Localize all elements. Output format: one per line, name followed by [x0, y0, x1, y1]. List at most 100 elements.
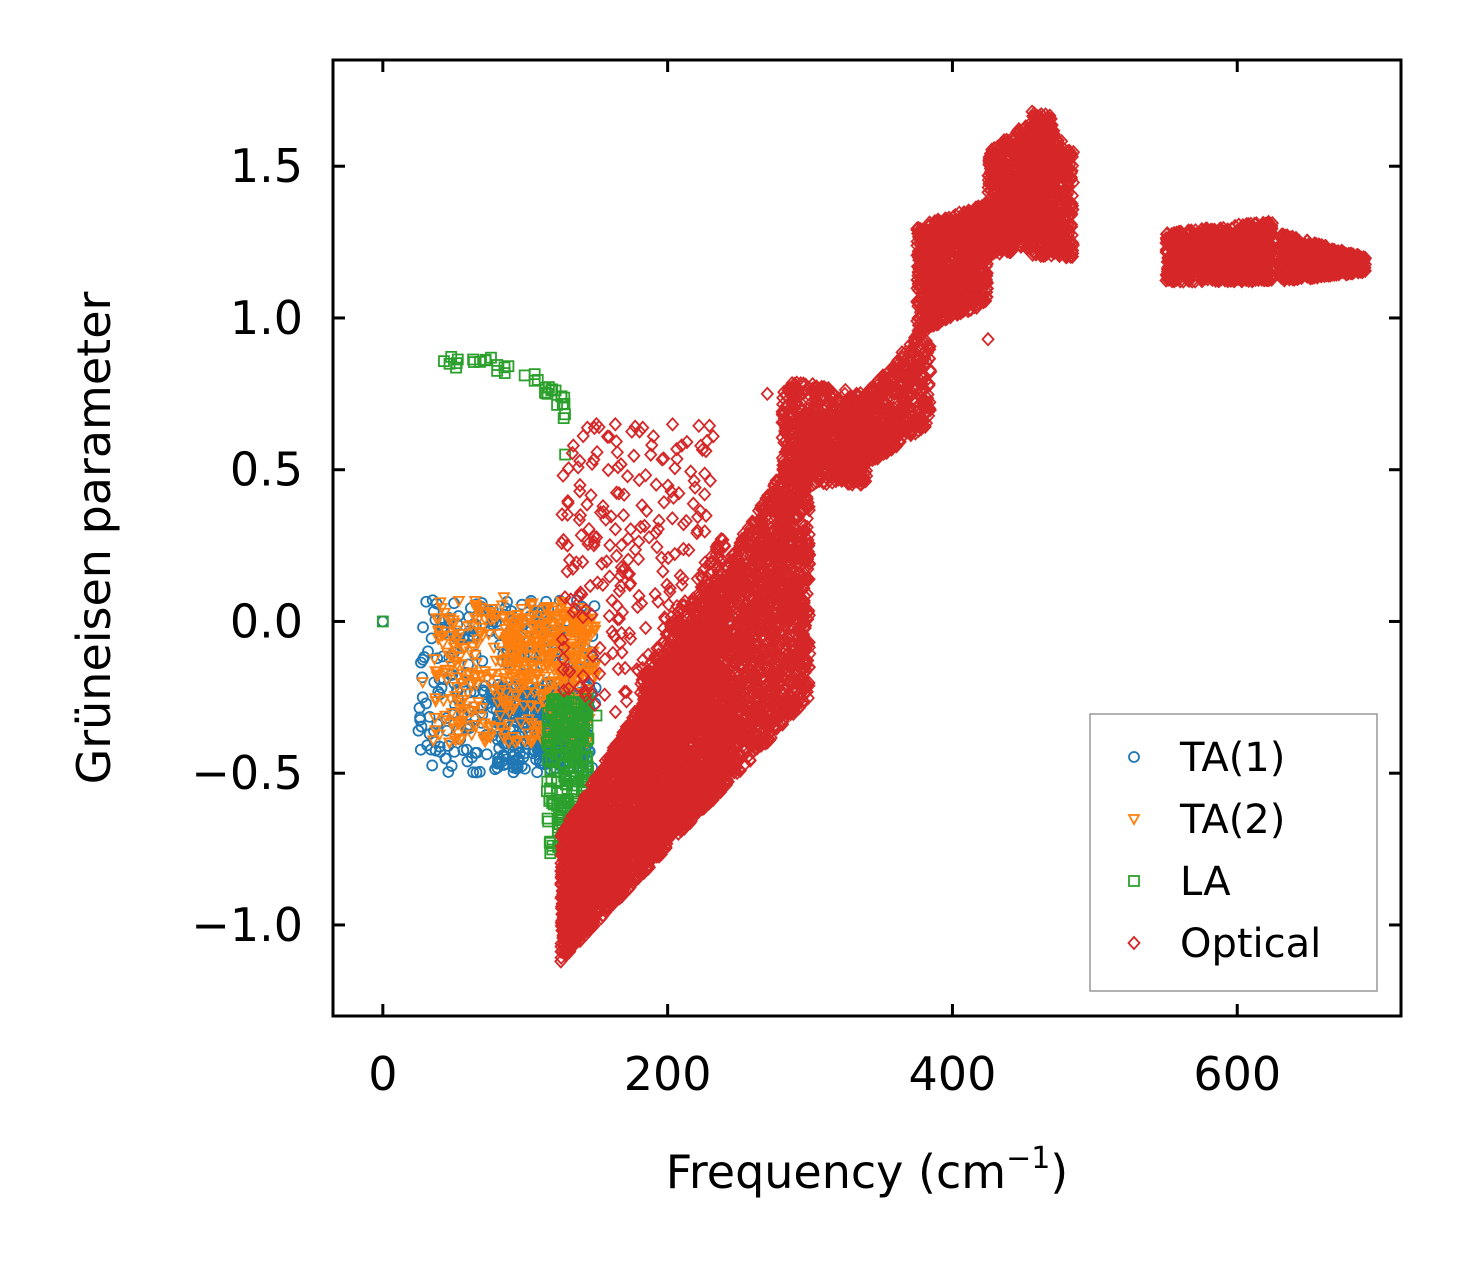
data-point-ta2 [493, 687, 507, 700]
data-point-la [550, 732, 563, 745]
data-point-ta2 [580, 630, 594, 642]
data-point-ta2 [524, 682, 539, 695]
data-point-ta1 [376, 615, 389, 628]
data-point-ta2 [436, 695, 451, 708]
data-point-ta2 [478, 613, 492, 626]
data-point-la [551, 697, 564, 709]
data-point-ta2 [522, 714, 536, 727]
data-point-ta2 [471, 638, 485, 651]
data-point-ta2 [475, 703, 489, 715]
data-point-ta2 [429, 696, 443, 708]
data-point-ta2 [487, 642, 501, 655]
data-point-ta2 [561, 625, 575, 638]
data-point-ta1 [413, 702, 426, 714]
data-point-ta2 [495, 600, 509, 613]
data-point-ta2 [461, 621, 475, 634]
data-point-ta2 [444, 630, 458, 643]
data-point-ta2 [453, 734, 467, 747]
data-point-la [528, 368, 541, 381]
data-point-ta1 [498, 750, 511, 763]
data-point-la [556, 800, 569, 813]
data-point-la [498, 361, 511, 374]
data-point-la [554, 794, 567, 806]
data-point-ta2 [427, 654, 442, 666]
data-point-ta2 [566, 620, 580, 632]
data-point-ta1 [533, 754, 546, 767]
data-point-ta2 [438, 626, 452, 639]
series-layer [376, 104, 1373, 969]
data-point-ta2 [468, 649, 482, 662]
data-point-ta1 [442, 766, 455, 778]
data-point-ta2 [428, 693, 442, 705]
data-point-ta2 [503, 676, 517, 689]
data-point-ta1 [412, 724, 425, 737]
data-point-ta2 [497, 646, 511, 659]
data-point-ta2 [469, 679, 483, 692]
data-point-ta2 [588, 669, 602, 682]
data-point-ta2 [455, 733, 469, 746]
data-point-la [558, 391, 571, 404]
data-point-ta2 [474, 711, 488, 724]
data-point-ta1 [461, 755, 474, 768]
data-point-ta2 [518, 671, 532, 684]
data-point-ta2 [511, 735, 525, 748]
data-point-la [557, 412, 570, 425]
data-point-ta2 [504, 663, 518, 676]
data-point-ta2 [523, 632, 537, 645]
data-point-ta2 [464, 620, 478, 632]
data-point-ta2 [447, 723, 461, 736]
data-point-ta2 [458, 642, 472, 655]
data-point-ta2 [503, 613, 517, 625]
data-point-ta2 [433, 597, 447, 610]
data-point-la [479, 353, 492, 366]
data-point-la [543, 381, 555, 394]
data-point-la [502, 360, 515, 373]
data-point-ta1 [427, 605, 440, 618]
data-point-ta2 [450, 682, 464, 694]
data-point-ta2 [547, 647, 561, 660]
data-point-la [541, 753, 554, 766]
data-point-ta2 [577, 649, 591, 661]
data-point-ta2 [506, 732, 520, 744]
data-point-ta2 [482, 722, 496, 734]
data-point-ta2 [564, 627, 578, 639]
data-point-ta2 [473, 627, 487, 640]
data-point-ta2 [449, 635, 463, 648]
data-point-ta2 [517, 657, 531, 670]
data-point-la [568, 785, 580, 798]
data-point-la [569, 702, 582, 715]
data-point-la [445, 350, 458, 363]
data-point-ta2 [480, 674, 494, 687]
data-point-la [569, 696, 582, 708]
data-point-ta2 [446, 615, 461, 628]
data-point-ta2 [428, 725, 442, 738]
data-point-ta2 [458, 674, 472, 687]
series-optical [554, 104, 1373, 969]
data-point-ta2 [430, 671, 444, 683]
data-point-ta2 [446, 717, 460, 730]
data-point-ta2 [470, 602, 484, 615]
data-point-ta1 [448, 745, 461, 758]
data-point-la [555, 390, 568, 403]
data-point-ta2 [536, 697, 550, 710]
data-point-ta2 [514, 717, 528, 730]
data-point-ta2 [509, 688, 523, 701]
data-point-la [558, 398, 571, 410]
data-point-ta2 [559, 610, 573, 623]
data-point-ta2 [455, 668, 469, 681]
data-point-la [549, 752, 562, 765]
data-point-ta2 [497, 592, 511, 605]
data-point-ta2 [524, 700, 539, 713]
data-point-ta2 [543, 635, 557, 648]
data-point-ta2 [525, 598, 539, 611]
data-point-ta1 [426, 759, 439, 772]
data-point-ta2 [442, 737, 456, 750]
data-point-ta2 [512, 624, 526, 636]
data-point-ta2 [470, 634, 484, 647]
data-point-ta2 [468, 601, 482, 614]
data-point-ta2 [498, 624, 512, 636]
data-point-ta1 [470, 766, 483, 779]
data-point-ta2 [546, 634, 560, 647]
data-point-ta2 [537, 661, 551, 673]
